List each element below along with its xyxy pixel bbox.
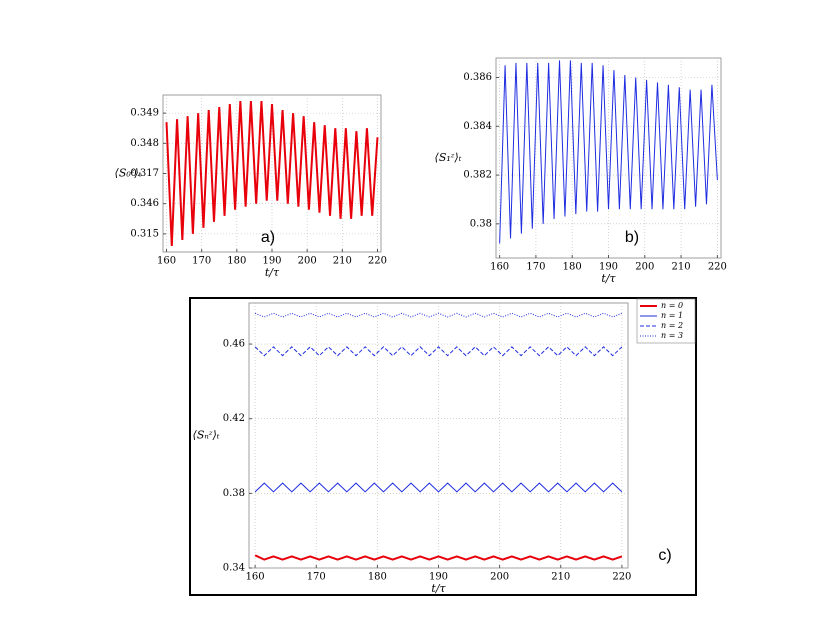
- y-tick-label: 0.382: [463, 170, 492, 181]
- y-tick-label: 0.349: [130, 108, 159, 119]
- legend-label: n = 3: [661, 331, 683, 340]
- x-tick-label: 190: [599, 262, 618, 273]
- annotation: c): [658, 547, 671, 564]
- x-tick-label: 220: [612, 572, 631, 583]
- x-tick-label: 190: [262, 256, 281, 267]
- y-tick-label: 0.317: [130, 168, 159, 179]
- data-line: [254, 482, 623, 493]
- x-tick-label: 180: [368, 572, 387, 583]
- y-axis-label: ⟨S₁ᶻ⟩ₜ: [435, 151, 462, 164]
- legend-label: n = 2: [661, 321, 683, 330]
- x-axis-label: t/τ: [431, 582, 446, 595]
- y-tick-label: 0.384: [463, 121, 492, 132]
- annotation: b): [625, 229, 639, 246]
- x-tick-label: 220: [708, 262, 727, 273]
- y-tick-label: 0.348: [130, 138, 159, 149]
- legend-label: n = 0: [661, 301, 683, 310]
- x-tick-label: 200: [490, 572, 509, 583]
- y-tick-label: 0.315: [130, 228, 159, 239]
- y-axis-label: ⟨Sₙᶻ⟩ₜ: [193, 429, 220, 442]
- y-tick-label: 0.386: [463, 72, 492, 83]
- x-tick-label: 160: [246, 572, 265, 583]
- x-tick-label: 220: [368, 256, 387, 267]
- x-tick-label: 160: [490, 262, 509, 273]
- x-tick-label: 210: [672, 262, 691, 273]
- annotation: a): [261, 229, 275, 246]
- x-tick-label: 210: [333, 256, 352, 267]
- y-tick-label: 0.46: [223, 339, 245, 350]
- x-axis-label: t/τ: [265, 266, 280, 279]
- x-tick-label: 200: [635, 262, 654, 273]
- x-tick-label: 180: [227, 256, 246, 267]
- x-tick-label: 180: [563, 262, 582, 273]
- y-tick-label: 0.346: [130, 198, 159, 209]
- x-tick-label: 160: [157, 256, 176, 267]
- y-axis-label: ⟨S₀ᶻ⟩ₜ: [115, 167, 142, 180]
- x-tick-label: 170: [526, 262, 545, 273]
- y-tick-label: 0.38: [223, 488, 245, 499]
- y-tick-label: 0.38: [470, 218, 492, 229]
- y-tick-label: 0.34: [223, 563, 245, 574]
- x-axis-label: t/τ: [601, 272, 616, 285]
- data-line: [254, 346, 623, 357]
- x-tick-label: 200: [298, 256, 317, 267]
- data-line: [254, 554, 623, 561]
- x-tick-label: 170: [307, 572, 326, 583]
- y-tick-label: 0.42: [223, 413, 245, 424]
- x-tick-label: 190: [429, 572, 448, 583]
- data-line: [165, 100, 379, 247]
- legend-label: n = 1: [661, 311, 683, 320]
- x-tick-label: 170: [192, 256, 211, 267]
- data-line: [499, 60, 718, 244]
- data-line: [254, 312, 623, 318]
- x-tick-label: 210: [551, 572, 570, 583]
- panel-frame: [189, 297, 697, 596]
